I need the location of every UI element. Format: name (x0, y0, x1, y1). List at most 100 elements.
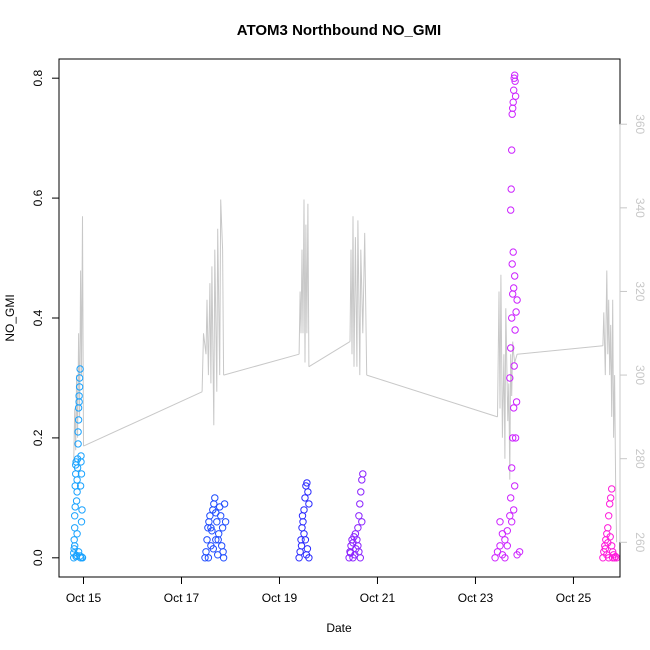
data-point (221, 518, 230, 526)
data-point (358, 518, 366, 526)
data-point (75, 392, 83, 400)
data-point (214, 536, 222, 544)
data-point (503, 542, 511, 550)
y2-tick-label: 300 (633, 365, 647, 385)
data-point (218, 542, 226, 550)
y-tick-label: 0.8 (31, 70, 45, 87)
x-axis-label: Date (326, 621, 352, 635)
data-point (77, 518, 86, 526)
data-point (607, 494, 615, 502)
data-point (509, 98, 517, 106)
data-point (508, 518, 516, 526)
data-point (299, 518, 307, 526)
data-point (220, 500, 229, 508)
data-point (606, 500, 614, 508)
data-point (300, 506, 308, 514)
x-tick-label: Oct 15 (66, 591, 102, 605)
data-point (78, 554, 87, 562)
y-tick-label: 0.4 (31, 309, 45, 326)
data-point (508, 314, 516, 322)
data-point (301, 536, 310, 544)
data-point (511, 272, 519, 280)
data-point (77, 470, 86, 478)
data-point (511, 92, 520, 100)
data-point (359, 470, 367, 478)
data-point (501, 536, 509, 544)
data-point (73, 464, 82, 472)
data-point (211, 494, 219, 502)
data-point (75, 374, 84, 382)
data-point (218, 524, 227, 532)
data-point (202, 548, 210, 556)
data-point (355, 548, 363, 556)
line-segment (517, 345, 603, 355)
line-segment (308, 341, 351, 368)
data-point (213, 518, 221, 526)
data-point (513, 296, 521, 304)
data-point (498, 530, 507, 538)
data-point (507, 206, 515, 214)
data-point (209, 545, 218, 553)
x-tick-label: Oct 17 (164, 591, 200, 605)
data-point (71, 503, 79, 511)
data-point (208, 527, 216, 535)
data-point (510, 506, 518, 514)
data-point (74, 428, 82, 436)
data-point (295, 554, 303, 562)
y2-tick-label: 340 (633, 198, 647, 218)
data-point (74, 416, 83, 424)
data-point (71, 542, 79, 550)
data-point (355, 512, 363, 520)
data-point (74, 548, 83, 556)
plot-frame (58, 58, 621, 578)
line-segment (349, 216, 368, 376)
line-segment (201, 199, 225, 426)
data-point (491, 554, 499, 562)
data-point (604, 524, 612, 532)
data-point (506, 374, 514, 382)
data-point (303, 479, 311, 487)
data-point (305, 500, 313, 508)
data-point (511, 434, 520, 442)
x-tick-label: Oct 19 (262, 591, 298, 605)
data-point (508, 464, 516, 472)
data-point (507, 185, 515, 193)
data-point (496, 542, 504, 550)
data-point (304, 488, 312, 496)
data-point (508, 146, 516, 154)
data-point (74, 440, 82, 448)
data-point (73, 488, 81, 496)
data-point (203, 536, 211, 544)
data-point (78, 506, 86, 514)
point-layer (70, 71, 621, 562)
data-point (212, 509, 220, 517)
line-segment (497, 274, 518, 480)
data-point (511, 482, 519, 490)
y-tick-label: 0.2 (31, 429, 45, 446)
line-segment (366, 374, 498, 418)
data-point (511, 77, 519, 85)
data-point (219, 554, 228, 562)
data-point (296, 548, 304, 556)
data-point (303, 545, 312, 553)
data-point (512, 398, 521, 406)
data-point (73, 530, 81, 538)
data-point (510, 404, 518, 412)
y2-tick-label: 280 (633, 449, 647, 469)
data-point (509, 434, 517, 442)
data-point (509, 290, 517, 298)
data-point (510, 74, 518, 82)
y-tick-label: 0.0 (31, 549, 45, 566)
data-point (501, 554, 509, 562)
data-point (507, 494, 515, 502)
data-point (354, 524, 362, 532)
data-point (71, 512, 79, 520)
data-point (300, 530, 308, 538)
data-point (205, 518, 213, 526)
data-point (214, 551, 222, 559)
data-point (356, 500, 364, 508)
line-segment (73, 216, 84, 463)
data-point (305, 554, 313, 562)
data-point (358, 476, 366, 484)
data-point (215, 530, 223, 538)
